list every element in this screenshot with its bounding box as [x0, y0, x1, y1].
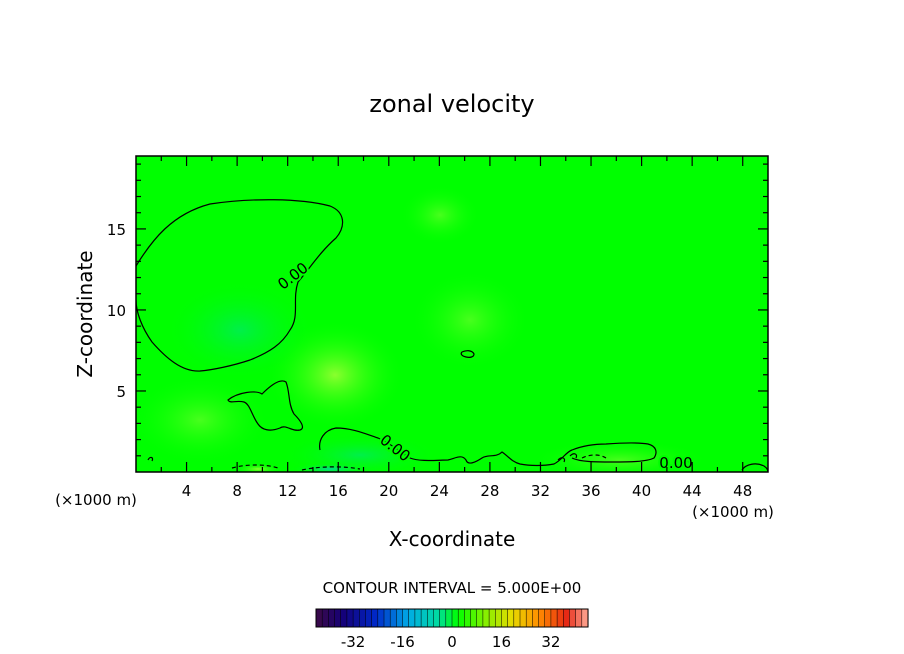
- colorbar-swatch: [488, 608, 496, 628]
- contour-lower: [319, 427, 657, 467]
- shading-blob: [165, 280, 315, 380]
- y-axis-label: Z-coordinate: [73, 250, 97, 377]
- colorbar-frame: [315, 608, 589, 628]
- colorbar-swatch: [408, 608, 416, 628]
- colorbar-swatch: [482, 608, 490, 628]
- colorbar-swatch: [569, 608, 577, 628]
- colorbar-swatch: [427, 608, 435, 628]
- colorbar-swatch: [556, 608, 564, 628]
- colorbar-swatch: [365, 608, 373, 628]
- colorbar-tick-label: -16: [390, 633, 415, 651]
- colorbar-swatch: [513, 608, 521, 628]
- colorbar-swatch: [563, 608, 571, 628]
- colorbar-swatch: [328, 608, 336, 628]
- chart-title: zonal velocity: [369, 90, 534, 118]
- colorbar-swatch: [525, 608, 533, 628]
- colorbar-swatch: [433, 608, 441, 628]
- contour-interval-label: CONTOUR INTERVAL = 5.000E+00: [323, 579, 582, 597]
- shading-blob: [136, 375, 270, 465]
- contour-dashed-negative: [301, 466, 361, 471]
- colorbar-swatch: [377, 608, 385, 628]
- shading-blob: [530, 440, 710, 472]
- x-tick-label: 12: [278, 482, 297, 500]
- x-tick-label: 16: [329, 482, 348, 500]
- colorbar-swatch: [476, 608, 484, 628]
- shading-blob: [410, 270, 530, 370]
- x-tick-label: 32: [531, 482, 550, 500]
- y-tick-label: 15: [107, 221, 126, 239]
- colorbar-swatch: [371, 608, 379, 628]
- colorbar-swatch: [507, 608, 515, 628]
- colorbar-swatch: [544, 608, 552, 628]
- contour-label: 0.00: [659, 454, 692, 472]
- colorbar-swatch: [470, 608, 478, 628]
- colorbar-swatch: [402, 608, 410, 628]
- x-tick-label: 4: [182, 482, 192, 500]
- contour-specks: [147, 453, 694, 465]
- y-tick-label: 5: [116, 383, 126, 401]
- contour-dashed-negative: [581, 454, 607, 459]
- colorbar-tick-label: 16: [492, 633, 511, 651]
- zero-contours: [136, 199, 768, 472]
- colorbar-swatch: [396, 608, 404, 628]
- contour-mid-left: [227, 380, 304, 431]
- colorbar-swatch: [445, 608, 453, 628]
- x-tick-label: 24: [430, 482, 449, 500]
- colorbar-swatch: [352, 608, 360, 628]
- x-unit-left: (×1000 m): [55, 491, 137, 509]
- colorbar-swatch: [581, 608, 589, 628]
- colorbar-swatch: [451, 608, 459, 628]
- colorbar-swatch: [457, 608, 465, 628]
- colorbar-swatch: [532, 608, 540, 628]
- colorbar-swatch: [420, 608, 428, 628]
- x-tick-label: 48: [733, 482, 752, 500]
- colorbar-swatch: [340, 608, 348, 628]
- colorbar-tick-label: 32: [541, 633, 560, 651]
- colorbar-swatch: [383, 608, 391, 628]
- x-axis-ticks: 4 8 12 16 20 24 28 32 36 40 44 48: [160, 156, 752, 500]
- colorbar-tick-label: -32: [341, 633, 366, 651]
- colorbar-swatch: [519, 608, 527, 628]
- contour-dashed-negative: [231, 464, 279, 469]
- x-unit-right: (×1000 m): [692, 503, 774, 521]
- colorbar-swatch: [414, 608, 422, 628]
- x-tick-label: 36: [581, 482, 600, 500]
- plot-frame: [135, 155, 769, 473]
- shading-blob: [400, 185, 480, 245]
- contour-small-island: [460, 350, 475, 358]
- colorbar-swatch: [334, 608, 342, 628]
- y-axis-ticks: 5 10 15: [107, 163, 768, 457]
- colorbar-swatch: [550, 608, 558, 628]
- x-tick-label: 28: [480, 482, 499, 500]
- colorbar-swatch: [359, 608, 367, 628]
- colorbar-swatch: [439, 608, 447, 628]
- x-tick-label: 8: [232, 482, 242, 500]
- y-tick-label: 10: [107, 302, 126, 320]
- colorbar-tick-label: 0: [447, 633, 457, 651]
- x-tick-label: 20: [379, 482, 398, 500]
- colorbar-ticks: -32 -16 0 16 32: [341, 633, 561, 651]
- x-tick-label: 44: [683, 482, 702, 500]
- colorbar-swatch: [538, 608, 546, 628]
- plot-area: 0.00 0.00 0.00: [136, 156, 768, 472]
- contour-upper-loop: [136, 199, 344, 372]
- colorbar-swatch: [501, 608, 509, 628]
- colorbar-swatch: [495, 608, 503, 628]
- x-axis-label: X-coordinate: [389, 527, 516, 551]
- colorbar-swatch: [575, 608, 583, 628]
- colorbar-swatch: [346, 608, 354, 628]
- colorbar-swatch: [464, 608, 472, 628]
- colorbar-swatch: [315, 608, 323, 628]
- colorbar-swatch: [321, 608, 329, 628]
- colorbar-swatch: [389, 608, 397, 628]
- colorbar: [315, 608, 589, 628]
- x-tick-label: 40: [632, 482, 651, 500]
